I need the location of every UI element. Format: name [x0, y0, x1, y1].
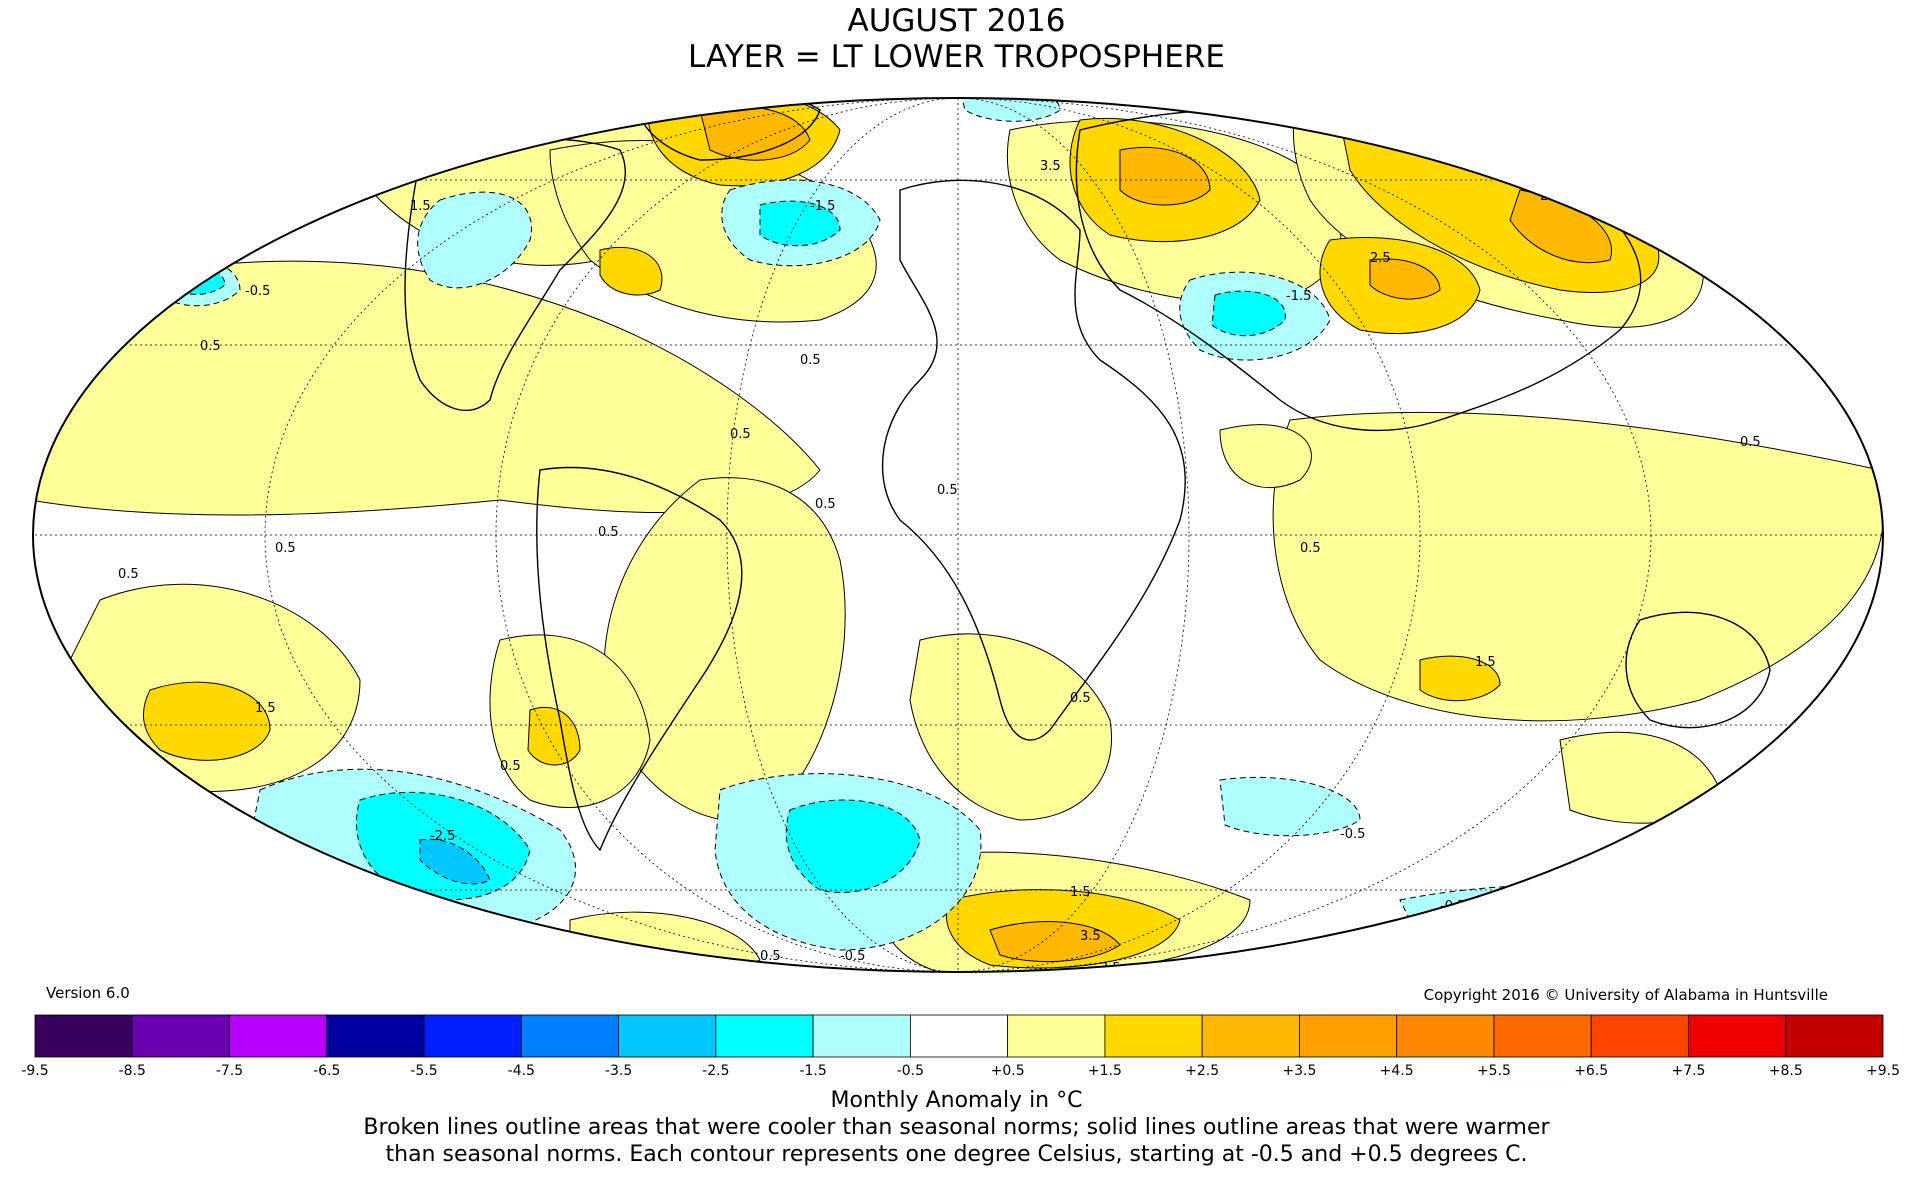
svg-text:-0.5: -0.5 — [1340, 827, 1365, 842]
color-scale-swatch — [1688, 1014, 1787, 1058]
world-anomaly-map: 0.5 1.5 -1.5 0.5 0.5 0.5 0.5 0.5 0.5 0.5… — [32, 97, 1884, 976]
south-america-outline — [536, 466, 743, 852]
svg-text:1.5: 1.5 — [1475, 655, 1496, 670]
color-scale-tick: +5.5 — [1476, 1063, 1511, 1079]
very-cool-regions — [419, 838, 491, 885]
color-scale-swatch — [34, 1014, 133, 1058]
svg-text:3.5: 3.5 — [1080, 929, 1101, 944]
color-scale-swatch — [326, 1014, 425, 1058]
europe-africa-outline — [881, 179, 1186, 741]
color-scale-swatch — [520, 1014, 619, 1058]
color-scale-tick: +9.5 — [1866, 1063, 1900, 1079]
greenland-outline — [637, 98, 821, 161]
color-scale-swatch — [1299, 1014, 1398, 1058]
svg-text:0.5: 0.5 — [636, 101, 657, 116]
color-scale-swatch — [1104, 1014, 1203, 1058]
color-scale-tick: +1.5 — [1087, 1063, 1122, 1079]
svg-text:0.5: 0.5 — [118, 567, 139, 582]
svg-text:-1.5: -1.5 — [1286, 289, 1311, 304]
svg-text:0.5: 0.5 — [800, 353, 821, 368]
color-scale-swatch — [1785, 1014, 1884, 1058]
color-scale-tick: -7.5 — [215, 1063, 244, 1079]
color-scale-tick: -6.5 — [313, 1063, 341, 1079]
color-scale-swatch — [1201, 1014, 1300, 1058]
svg-text:0.5: 0.5 — [937, 483, 958, 498]
svg-text:0.5: 0.5 — [730, 427, 751, 442]
svg-text:0.5: 0.5 — [1070, 691, 1091, 706]
color-scale-tick: +6.5 — [1574, 1063, 1609, 1079]
globe-outline — [32, 97, 1884, 973]
color-scale-swatch — [909, 1014, 1009, 1058]
color-scale-tick: -8.5 — [118, 1063, 146, 1079]
color-scale-tick: +3.5 — [1282, 1063, 1317, 1079]
svg-text:0.5: 0.5 — [760, 949, 781, 964]
color-scale-tick: -3.5 — [604, 1063, 633, 1079]
map-title: AUGUST 2016 — [847, 3, 1066, 39]
color-scale-tick: +7.5 — [1671, 1063, 1706, 1079]
color-scale-swatch — [1590, 1014, 1689, 1058]
color-scale-tick: -1.5 — [799, 1063, 827, 1079]
map-subtitle: LAYER = LT LOWER TROPOSPHERE — [688, 39, 1225, 75]
color-scale-tick: -4.5 — [507, 1063, 535, 1079]
color-scale-tick: +8.5 — [1768, 1063, 1803, 1079]
version-label: Version 6.0 — [46, 984, 130, 1002]
color-scale-tick: +0.5 — [990, 1063, 1025, 1079]
color-scale-swatch — [812, 1014, 911, 1058]
svg-text:-0.5: -0.5 — [840, 949, 865, 964]
svg-text:-2.5: -2.5 — [430, 829, 455, 844]
color-scale-swatch — [1007, 1014, 1106, 1058]
svg-text:-1.5: -1.5 — [810, 199, 835, 214]
color-scale-swatch — [715, 1014, 814, 1058]
color-scale-tick: +4.5 — [1379, 1063, 1414, 1079]
australia-outline — [1625, 611, 1771, 729]
color-scale-swatch — [618, 1014, 717, 1058]
units-label: Monthly Anomaly in °C — [830, 1088, 1083, 1113]
svg-text:0.5: 0.5 — [275, 541, 296, 556]
svg-text:2.5: 2.5 — [1100, 961, 1121, 976]
north-america-outline — [404, 138, 626, 411]
svg-text:0.5: 0.5 — [1300, 541, 1321, 556]
svg-text:1.5: 1.5 — [410, 199, 431, 214]
svg-text:0.5: 0.5 — [200, 339, 221, 354]
svg-text:1.5: 1.5 — [1070, 885, 1091, 900]
svg-text:0.5: 0.5 — [500, 759, 521, 774]
color-scale-tick: -5.5 — [410, 1063, 438, 1079]
color-scale-swatch — [1493, 1014, 1592, 1058]
color-scale-tick: -0.5 — [896, 1063, 925, 1079]
color-scale-swatch — [229, 1014, 328, 1058]
coastlines — [404, 98, 1771, 852]
color-scale-tick: -2.5 — [702, 1063, 730, 1079]
svg-text:1.5: 1.5 — [255, 701, 276, 716]
legend-note-line1: Broken lines outline areas that were coo… — [363, 1115, 1550, 1140]
svg-text:-0.5: -0.5 — [245, 284, 270, 299]
copyright-label: Copyright 2016 © University of Alabama i… — [1423, 986, 1828, 1004]
color-scale-tick: +2.5 — [1185, 1063, 1220, 1079]
svg-text:2.5: 2.5 — [1370, 251, 1391, 266]
color-scale-swatch — [131, 1014, 230, 1058]
legend-note-line2: than seasonal norms. Each contour repres… — [385, 1142, 1528, 1167]
svg-text:0.5: 0.5 — [815, 497, 836, 512]
color-scale-swatch — [423, 1014, 522, 1058]
svg-text:0.5: 0.5 — [598, 525, 619, 540]
svg-text:0.5: 0.5 — [1740, 435, 1761, 450]
svg-text:3.5: 3.5 — [1040, 159, 1061, 174]
color-scale-swatch — [1396, 1014, 1495, 1058]
color-scale-tick: -9.5 — [21, 1063, 49, 1079]
